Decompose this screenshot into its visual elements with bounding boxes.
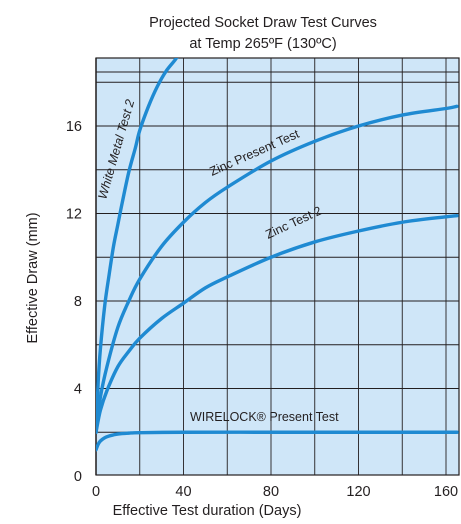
plot-area <box>96 58 459 475</box>
y-tick-label: 0 <box>74 469 82 485</box>
y-tick-labels: 0 4 8 12 16 <box>66 119 82 485</box>
series-line-wirelock-present-test <box>96 430 459 452</box>
x-tick-label: 80 <box>263 484 279 500</box>
y-tick-label: 8 <box>74 294 82 310</box>
x-tick-label: 160 <box>434 484 458 500</box>
series-lines <box>96 58 459 452</box>
y-axis-label: Effective Draw (mm) <box>25 212 41 343</box>
y-tick-label: 16 <box>66 119 82 135</box>
x-axis-label: Effective Test duration (Days) <box>113 503 302 519</box>
chart-title: Projected Socket Draw Test Curves <box>149 15 377 31</box>
series-label-wirelock-present-test: WIRELOCK® Present Test <box>190 410 339 424</box>
x-tick-label: 0 <box>92 484 100 500</box>
series-line-zinc-test-2 <box>96 213 459 434</box>
x-tick-label: 120 <box>346 484 370 500</box>
series-line-white-metal-test-2 <box>96 58 179 434</box>
y-tick-label: 4 <box>74 382 82 398</box>
x-tick-label: 40 <box>175 484 191 500</box>
series-line-zinc-present-test <box>96 104 459 434</box>
y-tick-label: 12 <box>66 207 82 223</box>
chart-subtitle: at Temp 265ºF (130ºC) <box>189 36 336 52</box>
x-tick-labels: 0 40 80 120 160 <box>92 484 458 500</box>
plot-border <box>95 57 460 476</box>
